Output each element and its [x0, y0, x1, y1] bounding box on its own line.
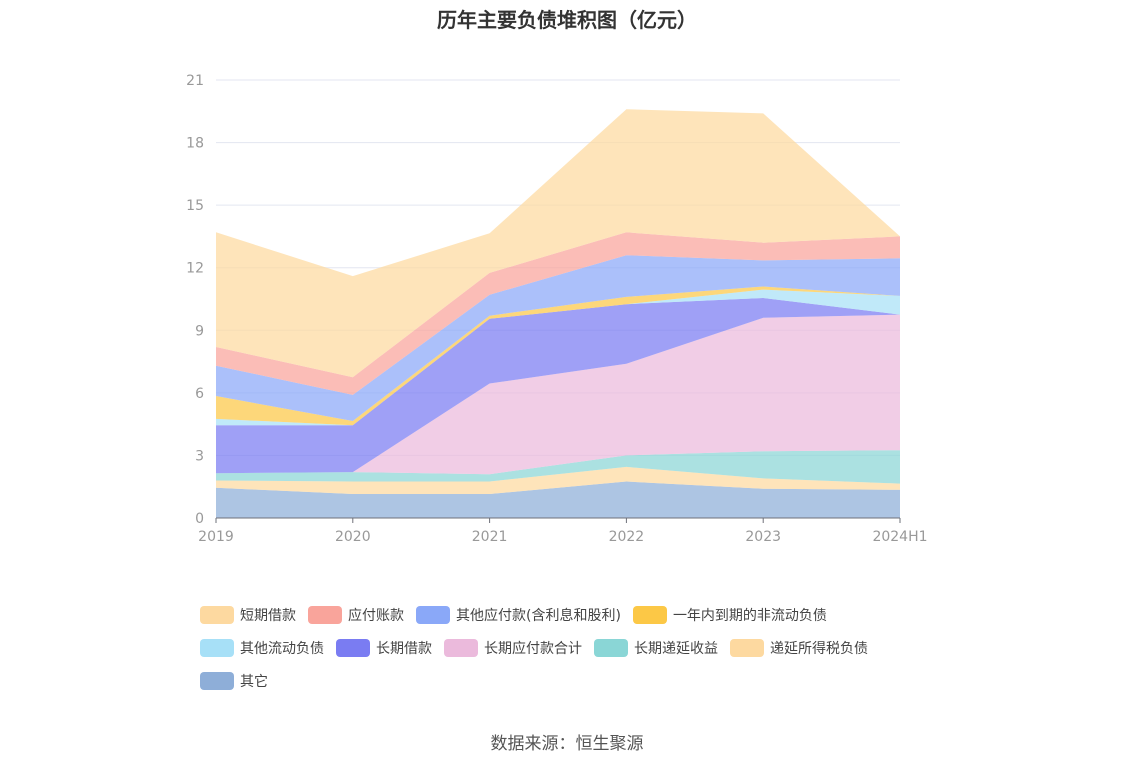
legend-item[interactable]: 一年内到期的非流动负债 — [632, 605, 827, 625]
legend-label: 其他应付款(含利息和股利) — [456, 607, 621, 624]
legend-item[interactable]: 长期应付款合计 — [444, 638, 582, 658]
legend-row: 其它 — [200, 664, 980, 697]
legend-item[interactable]: 其它 — [200, 671, 268, 691]
area-series-1 — [216, 466, 900, 494]
legend-label: 长期借款 — [376, 640, 432, 657]
area-series-9 — [216, 109, 900, 378]
legend-label: 递延所得税负债 — [770, 640, 868, 657]
axes: 0 3 6 9 12 15 18 21 2019 2020 2021 2022 2023 2024H1 — [186, 73, 927, 545]
legend-row: 其他流动负债 长期借款 长期应付款合计 长期递延收益 递延所得税负债 — [200, 631, 980, 664]
legend-swatch — [594, 638, 628, 657]
legend: 短期借款 应付账款 其他应付款(含利息和股利) 一年内到期的非流动负债其他流动负债 长期… — [200, 598, 980, 697]
legend-swatch — [308, 605, 342, 624]
legend-swatch — [632, 605, 667, 624]
legend-swatch — [444, 638, 478, 657]
area-series-4 — [216, 298, 900, 474]
area-series-2 — [216, 450, 900, 484]
legend-swatch — [200, 605, 234, 624]
legend-item[interactable]: 其他流动负债 — [200, 638, 324, 658]
legend-label: 一年内到期的非流动负债 — [672, 607, 827, 624]
x-tick-label: 2024H1 — [872, 529, 927, 545]
x-tick-label: 2020 — [335, 529, 371, 545]
y-tick-label: 12 — [186, 261, 204, 277]
area-series-5 — [216, 289, 900, 426]
x-tick-label: 2019 — [198, 529, 234, 545]
area-series-7 — [216, 255, 900, 421]
y-tick-label: 3 — [195, 448, 204, 464]
legend-item[interactable]: 其他应付款(含利息和股利) — [416, 605, 621, 625]
area-series-3 — [216, 314, 900, 475]
legend-label: 长期应付款合计 — [484, 640, 582, 657]
legend-swatch — [416, 605, 450, 624]
legend-swatch — [200, 638, 234, 657]
data-source: 数据来源：恒生聚源 — [490, 734, 644, 754]
legend-label: 其他流动负债 — [240, 640, 324, 657]
y-tick-label: 21 — [186, 73, 204, 89]
stacked-area-chart: 0 3 6 9 12 15 18 21 2019 2020 2021 2022 2023 2024H1 — [186, 73, 927, 545]
x-tick-label: 2022 — [609, 529, 645, 545]
legend-swatch — [336, 638, 370, 657]
area-series-6 — [216, 286, 900, 426]
legend-item[interactable]: 短期借款 — [200, 605, 296, 625]
y-tick-label: 9 — [195, 323, 204, 339]
legend-item[interactable]: 长期借款 — [336, 638, 432, 658]
y-tick-label: 0 — [195, 511, 204, 527]
chart-title: 历年主要负债堆积图（亿元） — [437, 8, 697, 32]
legend-label: 短期借款 — [240, 607, 296, 624]
legend-item[interactable]: 递延所得税负债 — [730, 638, 868, 658]
x-tick-label: 2021 — [472, 529, 508, 545]
legend-item[interactable]: 长期递延收益 — [594, 638, 718, 658]
legend-swatch — [200, 671, 234, 690]
area-series-0 — [216, 481, 900, 518]
legend-label: 长期递延收益 — [634, 640, 718, 657]
y-tick-label: 18 — [186, 136, 204, 152]
x-tick-label: 2023 — [745, 529, 781, 545]
legend-swatch — [730, 638, 764, 657]
area-series-8 — [216, 232, 900, 395]
area-series — [216, 109, 900, 518]
legend-label: 其它 — [240, 673, 268, 690]
y-tick-label: 15 — [186, 198, 204, 214]
y-tick-label: 6 — [195, 386, 204, 402]
legend-item[interactable]: 应付账款 — [308, 605, 404, 625]
legend-label: 应付账款 — [348, 607, 404, 624]
legend-row: 短期借款 应付账款 其他应付款(含利息和股利) 一年内到期的非流动负债 — [200, 598, 980, 631]
